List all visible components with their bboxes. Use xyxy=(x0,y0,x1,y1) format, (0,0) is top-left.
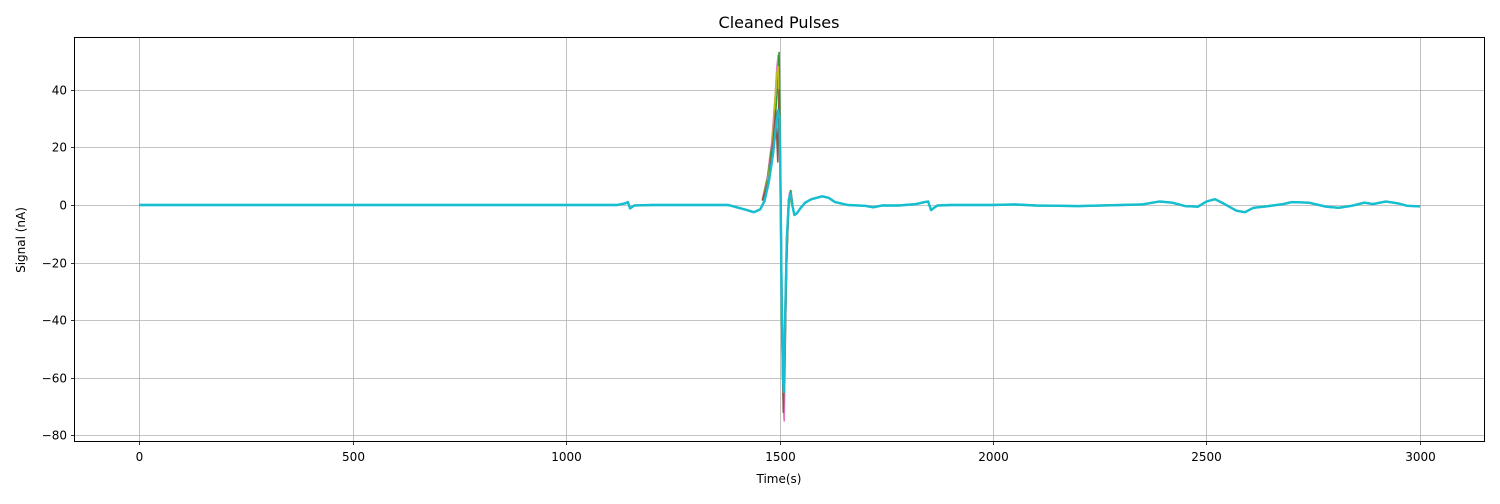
series-line xyxy=(139,108,1421,394)
y-tick-label: −80 xyxy=(42,429,67,443)
y-tick-label: −20 xyxy=(42,257,67,271)
y-tick-label: 40 xyxy=(52,84,67,98)
y-tick-label: 0 xyxy=(59,199,67,213)
series-group xyxy=(139,51,1421,422)
x-tick-label: 1000 xyxy=(551,450,582,464)
x-tick-label: 2000 xyxy=(978,450,1009,464)
x-axis: 0 500 1000 1500 2000 2500 3000 xyxy=(136,441,1436,464)
y-axis: −80 −60 −40 −20 0 20 40 xyxy=(42,84,75,443)
y-tick-label: 20 xyxy=(52,141,67,155)
x-tick-label: 1500 xyxy=(765,450,796,464)
y-axis-label: Signal (nA) xyxy=(14,207,28,273)
x-axis-label: Time(s) xyxy=(756,472,802,486)
plot-frame xyxy=(74,37,1485,442)
x-tick-label: 0 xyxy=(136,450,144,464)
x-tick-label: 3000 xyxy=(1405,450,1436,464)
x-tick-label: 2500 xyxy=(1191,450,1222,464)
x-tick-label: 500 xyxy=(342,450,365,464)
y-tick-label: −40 xyxy=(42,314,67,328)
y-tick-label: −60 xyxy=(42,372,67,386)
chart-title: Cleaned Pulses xyxy=(719,13,840,32)
